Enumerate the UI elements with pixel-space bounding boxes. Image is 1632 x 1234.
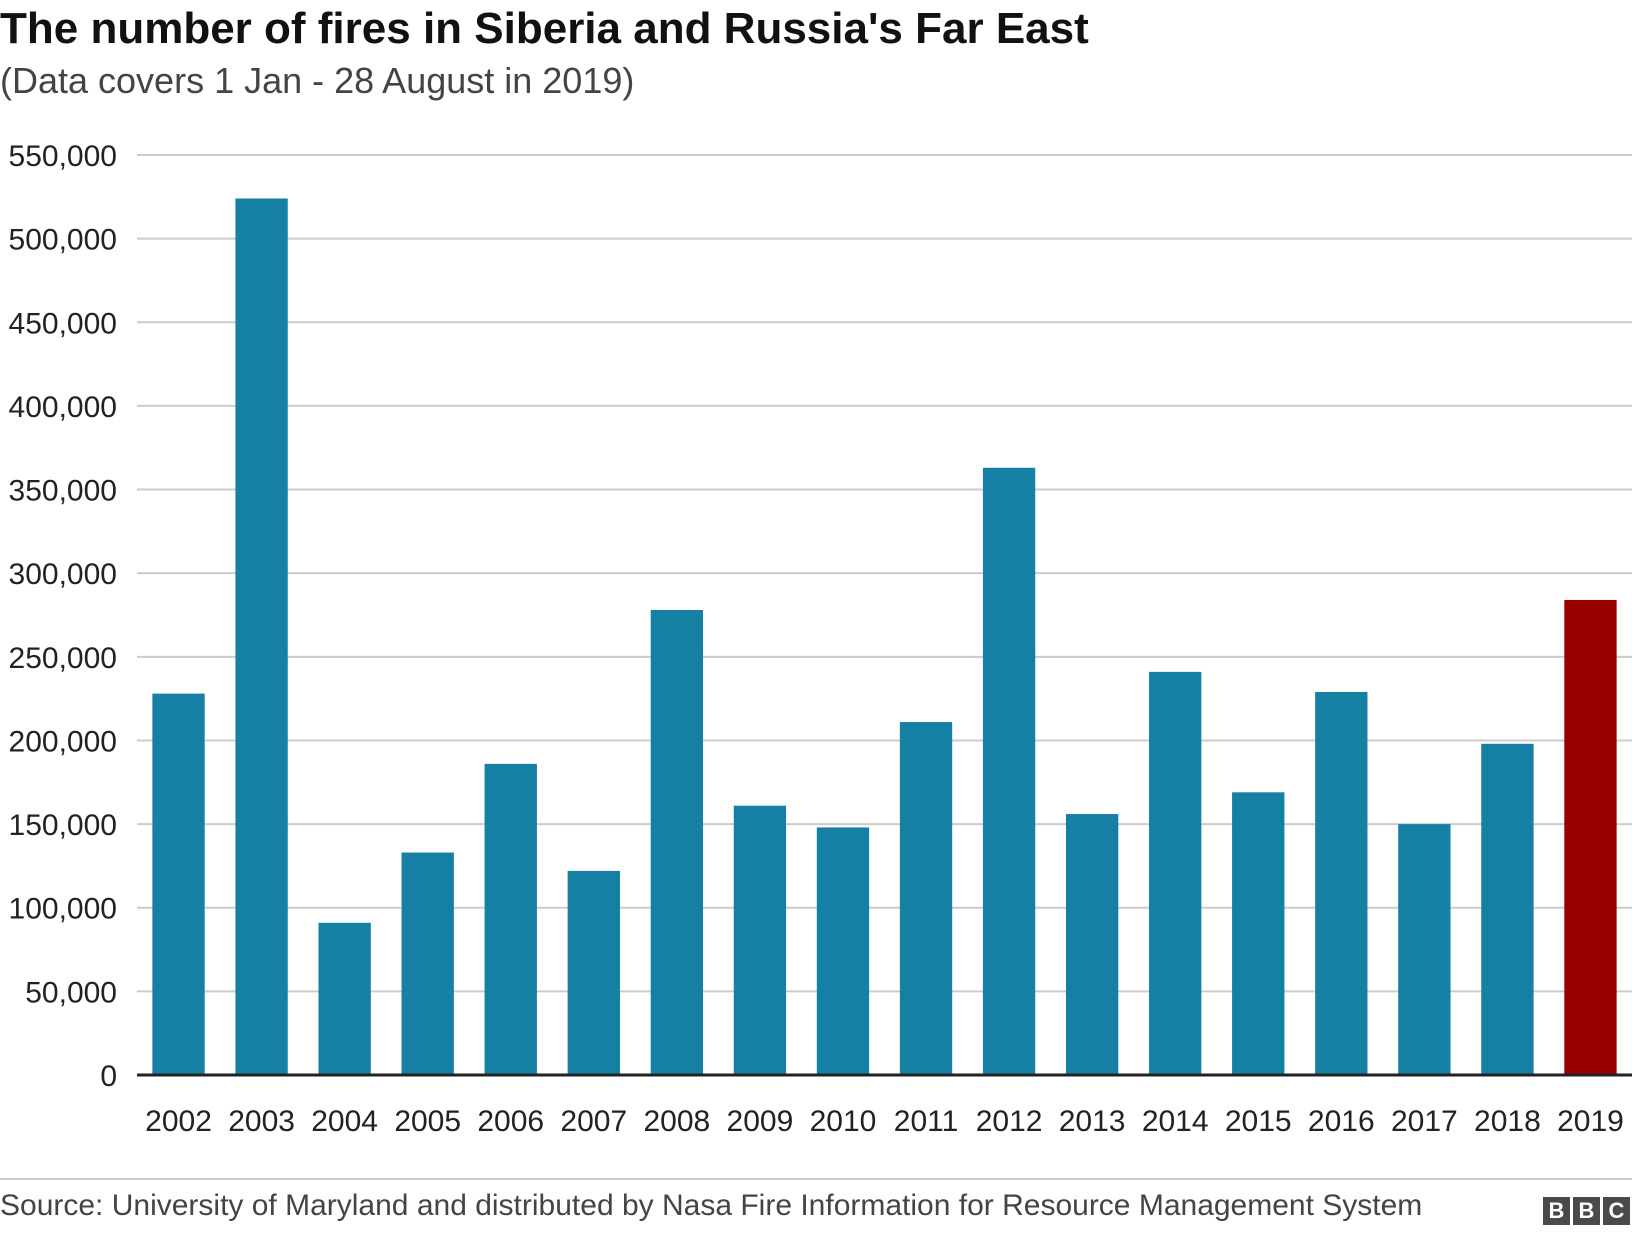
- bar-2007: [567, 870, 620, 1075]
- bar-2003: [235, 198, 288, 1075]
- y-tick-label: 550,000: [9, 140, 117, 173]
- y-tick-label: 100,000: [9, 893, 117, 926]
- x-tick-label: 2015: [1225, 1105, 1292, 1138]
- gridlines: [137, 154, 1632, 993]
- x-tick-label: 2018: [1474, 1105, 1541, 1138]
- x-tick-label: 2017: [1391, 1105, 1458, 1138]
- bar-2010: [816, 827, 870, 1075]
- footer-divider: [0, 1178, 1632, 1180]
- y-tick-label: 500,000: [9, 224, 117, 257]
- x-tick-label: 2009: [727, 1105, 794, 1138]
- bar-2011: [899, 722, 953, 1075]
- bars: [152, 198, 1617, 1075]
- x-tick-label: 2002: [145, 1105, 212, 1138]
- x-axis-ticks: 2002 2003 2004 2005 2006 2007 2008 2009 2010 2011…: [145, 1105, 1624, 1138]
- chart-subtitle: (Data covers 1 Jan - 28 August in 2019): [0, 60, 635, 101]
- x-tick-label: 2012: [976, 1105, 1043, 1138]
- y-axis-ticks: 0 50,000 100,000 150,000 200,000 250,000 300,0…: [9, 140, 117, 1093]
- x-tick-label: 2008: [643, 1105, 710, 1138]
- x-tick-label: 2007: [560, 1105, 627, 1138]
- x-tick-label: 2014: [1142, 1105, 1209, 1138]
- bar-2004: [318, 922, 371, 1075]
- source-note: Source: University of Maryland and distr…: [0, 1189, 1423, 1222]
- x-tick-label: 2013: [1059, 1105, 1126, 1138]
- y-tick-label: 50,000: [25, 976, 117, 1009]
- y-tick-label: 300,000: [9, 558, 117, 591]
- bar-2017: [1398, 824, 1451, 1075]
- x-tick-label: 2010: [810, 1105, 877, 1138]
- bar-2019: [1564, 599, 1617, 1075]
- bar-2014: [1149, 671, 1202, 1075]
- bar-2009: [733, 805, 787, 1075]
- x-tick-label: 2004: [311, 1105, 378, 1138]
- y-tick-label: 450,000: [9, 307, 117, 340]
- bar-2015: [1232, 792, 1285, 1075]
- x-tick-label: 2011: [894, 1105, 959, 1138]
- bar-2008: [650, 609, 704, 1075]
- x-tick-label: 2006: [477, 1105, 544, 1138]
- logo-letter: B: [1573, 1197, 1600, 1225]
- y-tick-label: 350,000: [9, 475, 117, 508]
- bbc-logo: B B C: [1543, 1197, 1630, 1225]
- bar-2012: [982, 467, 1036, 1075]
- bar-chart: 0 50,000 100,000 150,000 200,000 250,000 300,0…: [9, 140, 1632, 1138]
- bar-2006: [484, 763, 537, 1075]
- bar-2005: [401, 852, 454, 1075]
- y-tick-label: 150,000: [9, 809, 117, 842]
- chart-title: The number of fires in Siberia and Russi…: [0, 4, 1089, 53]
- x-tick-label: 2003: [228, 1105, 295, 1138]
- bar-2016: [1315, 691, 1368, 1075]
- x-tick-label: 2019: [1557, 1105, 1624, 1138]
- bar-2013: [1065, 814, 1119, 1075]
- bar-2002: [152, 693, 205, 1075]
- x-tick-label: 2005: [394, 1105, 461, 1138]
- y-tick-label: 250,000: [9, 642, 117, 675]
- y-tick-label: 0: [100, 1060, 117, 1093]
- y-tick-label: 200,000: [9, 725, 117, 758]
- x-tick-label: 2016: [1308, 1105, 1375, 1138]
- logo-letter: B: [1543, 1197, 1570, 1225]
- bar-2018: [1481, 743, 1534, 1075]
- y-tick-label: 400,000: [9, 391, 117, 424]
- logo-letter: C: [1603, 1197, 1630, 1225]
